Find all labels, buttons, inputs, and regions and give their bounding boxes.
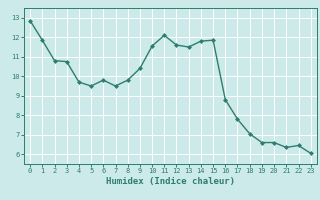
X-axis label: Humidex (Indice chaleur): Humidex (Indice chaleur) xyxy=(106,177,235,186)
